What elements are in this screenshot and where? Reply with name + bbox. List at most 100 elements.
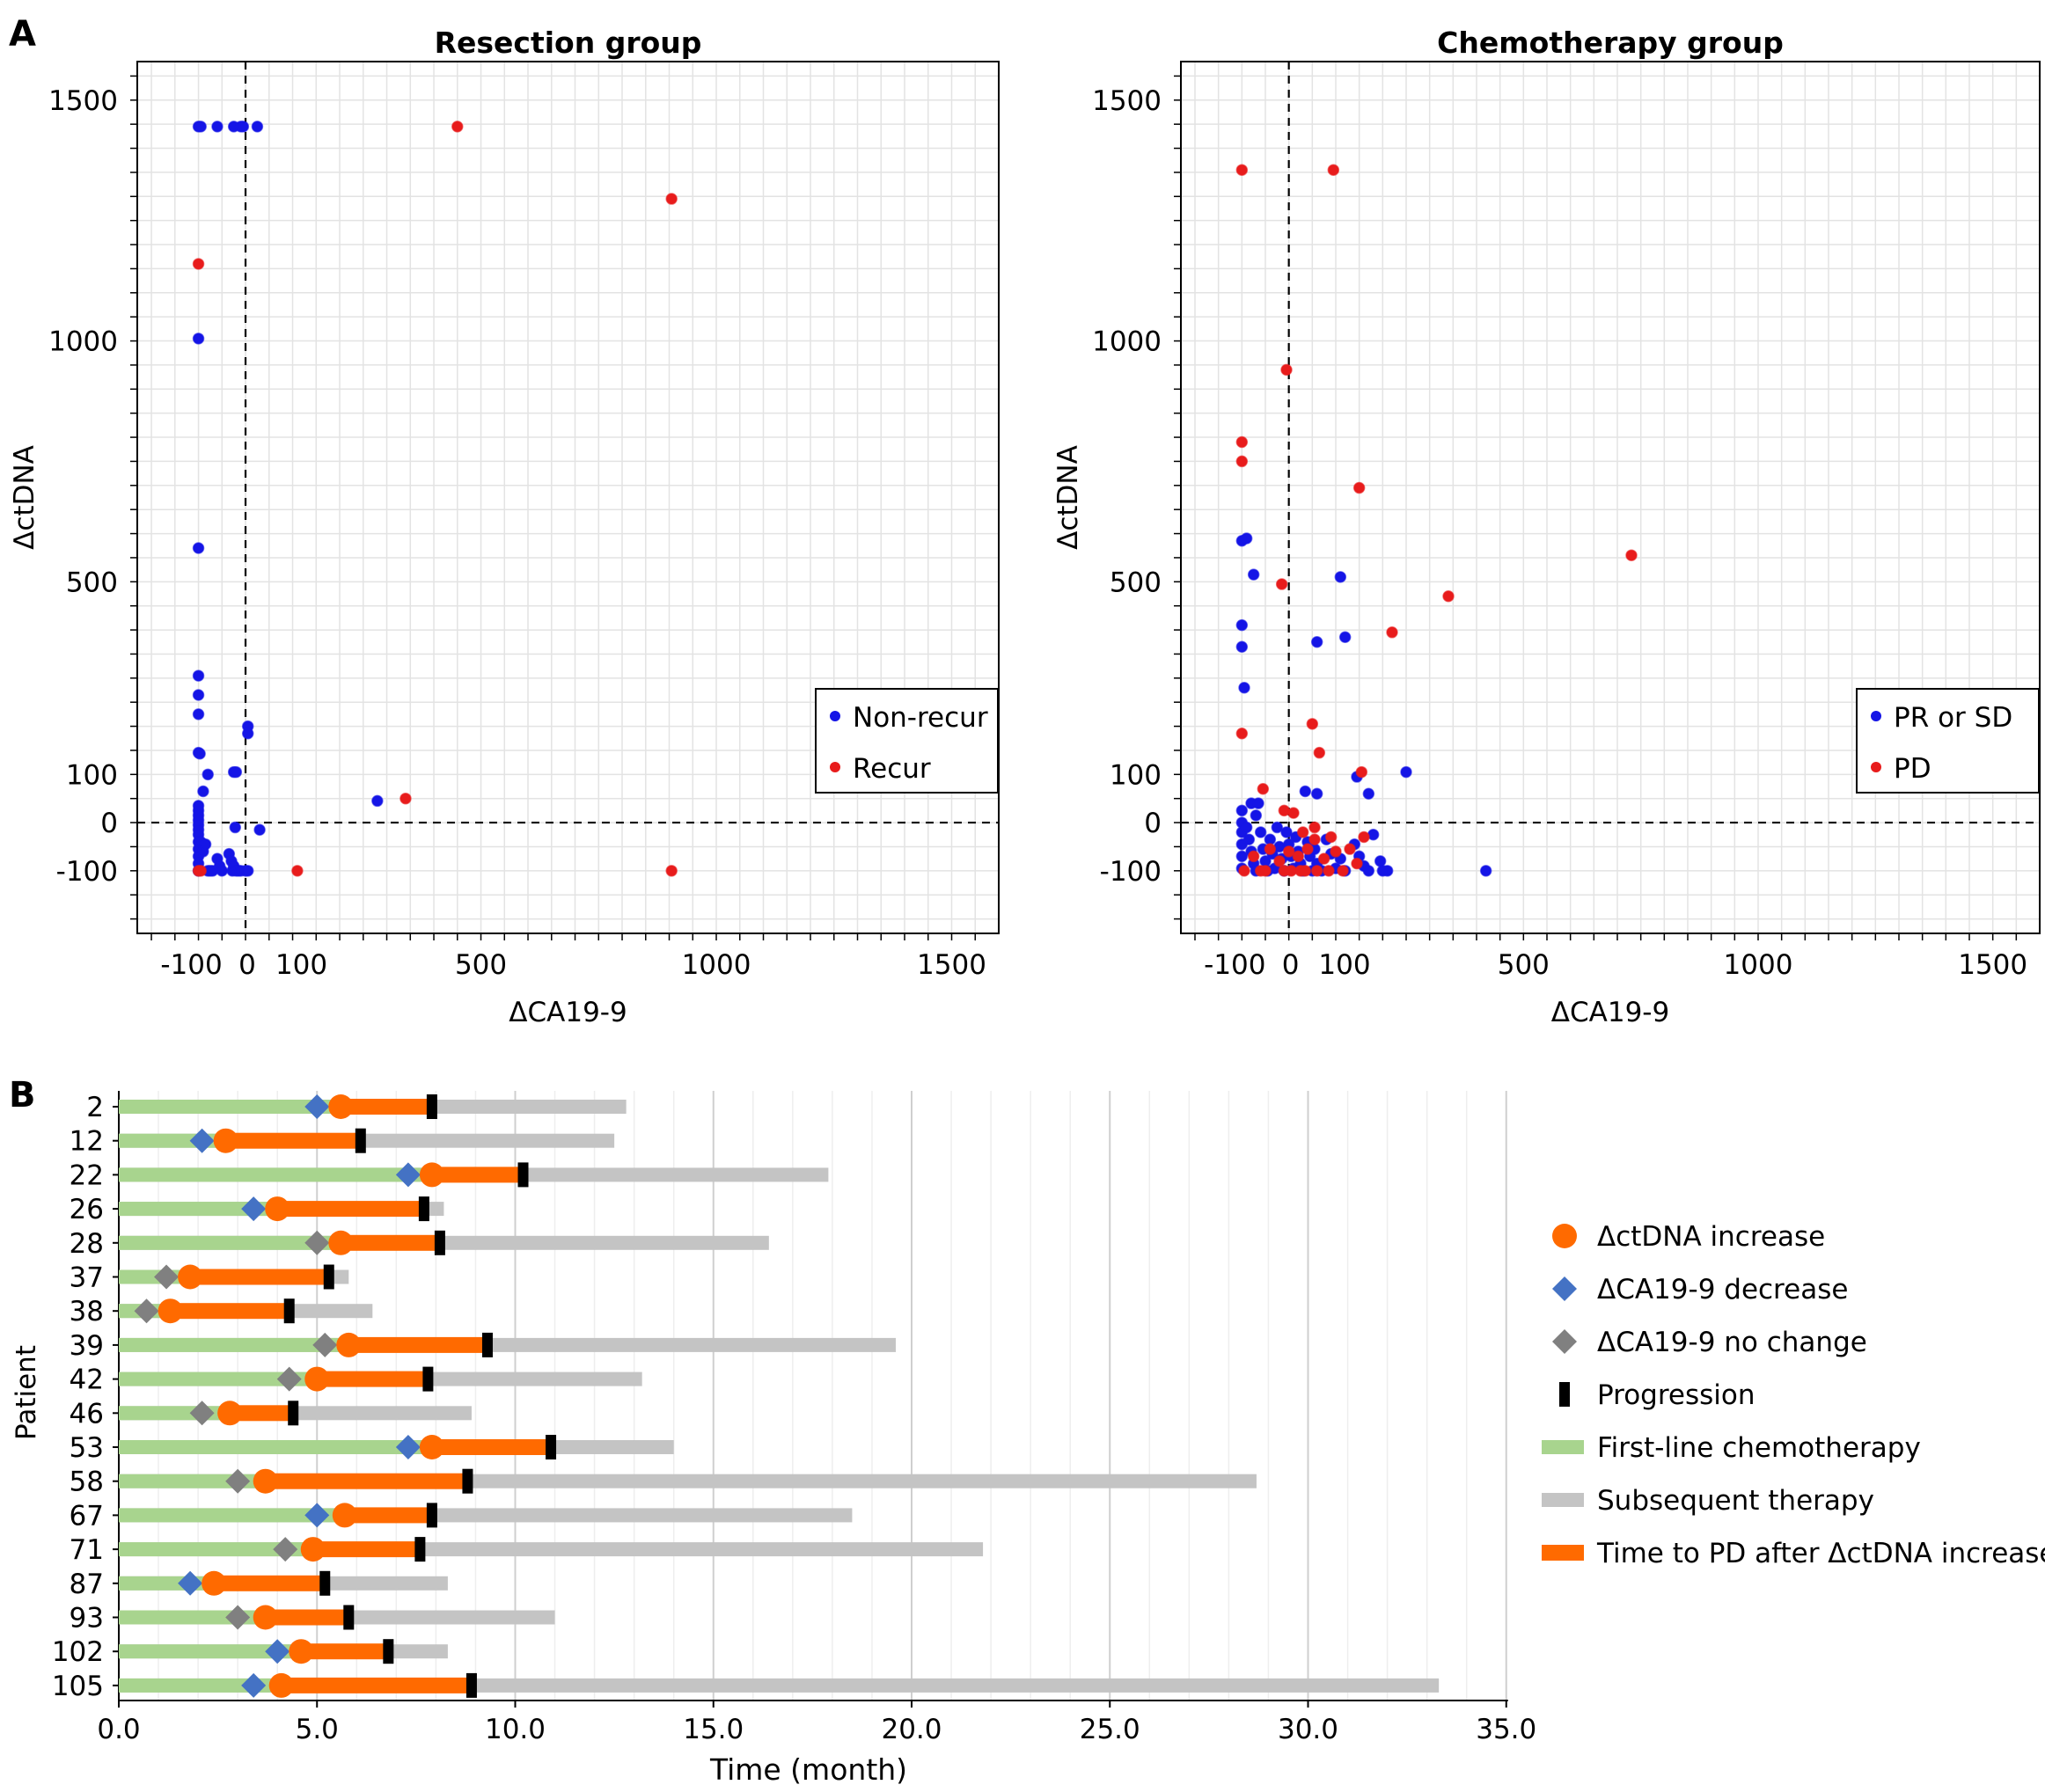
patient-label: 22	[70, 1159, 104, 1191]
x-tick-label: 20.0	[881, 1714, 942, 1745]
ctdna-increase-marker	[265, 1196, 290, 1222]
data-point-pd	[1280, 363, 1293, 377]
data-point-pd	[1355, 765, 1368, 779]
y-tick-label: 500	[66, 567, 118, 598]
patient-label: 39	[70, 1330, 104, 1362]
data-point-pd	[1330, 845, 1342, 858]
x-axis-label: ΔCA19-9	[509, 997, 627, 1028]
data-point-pd	[1247, 850, 1260, 863]
first-line-chemotherapy-bar	[119, 1337, 349, 1352]
progression-marker	[481, 1332, 493, 1357]
x-tick-label: 1500	[917, 949, 986, 981]
chart-title: Chemotherapy group	[1437, 26, 1784, 60]
plot-frame	[1180, 61, 2041, 934]
first-line-chemotherapy-bar	[119, 1678, 282, 1693]
y-tick-label: 100	[1110, 759, 1162, 791]
data-point-pd	[1310, 865, 1323, 877]
data-point-pr-or-sd	[1235, 804, 1249, 817]
data-point-pr-or-sd	[1242, 833, 1256, 845]
data-point-pr-or-sd	[1280, 826, 1293, 838]
y-tick-label: 500	[1110, 567, 1162, 598]
data-point-pr-or-sd	[1310, 636, 1323, 648]
data-point-non-recur	[229, 821, 242, 834]
first-line-chemotherapy-bar	[119, 1644, 302, 1659]
ctdna-increase-marker	[419, 1435, 444, 1459]
x-tick-label: 1500	[1958, 949, 2027, 981]
progression-marker	[426, 1094, 437, 1119]
patient-label: 102	[52, 1636, 104, 1668]
data-point-pd	[1292, 850, 1305, 863]
x-tick-label: -100	[1204, 949, 1265, 981]
time-to-pd-bar	[348, 1336, 487, 1353]
ca19-9-decrease-marker	[241, 1672, 267, 1698]
ca19-9-no-change-marker	[276, 1366, 302, 1392]
progression-marker	[343, 1605, 355, 1630]
ctdna-increase-marker	[304, 1366, 330, 1392]
data-point-pd	[1282, 845, 1295, 858]
data-point-non-recur	[192, 669, 205, 682]
ctdna-increase-marker	[328, 1094, 354, 1119]
legend-label: ΔctDNA increase	[1597, 1221, 1825, 1253]
legend-marker	[1871, 711, 1881, 721]
y-tick-label: -100	[1100, 856, 1162, 888]
data-point-recur	[192, 258, 205, 270]
y-tick-label: 1500	[48, 85, 118, 117]
ctdna-increase-marker	[268, 1672, 294, 1698]
data-point-pr-or-sd	[1374, 855, 1387, 867]
data-point-non-recur	[216, 865, 229, 877]
data-point-non-recur	[202, 768, 214, 781]
time-to-pd-bar	[431, 1167, 524, 1183]
x-tick-label: 0.0	[97, 1714, 140, 1745]
chemotherapy-scatter-plot: -100 0 100 500 1000 1500 -100 0 100 500 1000 1500 Ch…	[1052, 26, 2041, 1028]
y-axis-label: ΔctDNA	[9, 445, 40, 550]
legend-label: PR or SD	[1894, 702, 2012, 734]
progression-marker	[546, 1435, 557, 1459]
data-point-pd	[1296, 826, 1309, 838]
ctdna-increase-marker	[202, 1570, 227, 1596]
data-point-recur	[665, 193, 678, 205]
time-to-pd-bar	[341, 1099, 432, 1115]
data-point-pr-or-sd	[1299, 785, 1312, 798]
y-tick-label: 0	[100, 808, 118, 839]
legend-label: First-line chemotherapy	[1597, 1432, 1921, 1464]
legend-marker	[1552, 1329, 1577, 1354]
time-to-pd-bar	[265, 1609, 349, 1626]
data-point-non-recur	[197, 785, 209, 798]
time-to-pd-bar	[230, 1405, 294, 1422]
time-to-pd-bar	[214, 1575, 326, 1591]
data-point-pd	[1287, 807, 1300, 819]
ctdna-increase-marker	[336, 1332, 362, 1357]
ca19-9-no-change-marker	[189, 1401, 215, 1426]
data-point-pd	[1351, 857, 1363, 870]
time-to-pd-bar	[301, 1643, 389, 1660]
y-tick-label: 1000	[1092, 326, 1162, 358]
data-point-pd	[1308, 821, 1321, 834]
x-tick-label: 5.0	[296, 1714, 339, 1745]
first-line-chemotherapy-bar	[119, 1440, 432, 1454]
data-point-pd	[1337, 865, 1349, 877]
first-line-chemotherapy-bar	[119, 1542, 313, 1557]
legend-label: Subsequent therapy	[1597, 1485, 1874, 1517]
data-point-pd	[1344, 843, 1356, 855]
data-point-non-recur	[371, 794, 384, 808]
patient-label: 53	[70, 1432, 104, 1464]
x-tick-label: 1000	[682, 949, 751, 981]
data-point-pr-or-sd	[1334, 571, 1347, 583]
ca19-9-decrease-marker	[241, 1196, 267, 1222]
data-point-pd	[1313, 746, 1326, 759]
data-point-pr-or-sd	[1376, 865, 1389, 877]
ctdna-increase-marker	[253, 1605, 278, 1630]
data-point-pr-or-sd	[1479, 865, 1492, 877]
plot-frame	[136, 61, 1000, 934]
data-point-pr-or-sd	[1264, 833, 1277, 845]
ca19-9-decrease-marker	[395, 1435, 421, 1459]
data-point-non-recur	[230, 765, 243, 779]
swimmer-plot: 0.0 5.0 10.0 15.0 20.0 25.0 30.0 35.0 Time (mont…	[11, 1091, 2045, 1787]
data-point-non-recur	[192, 689, 205, 701]
ctdna-increase-marker	[289, 1639, 314, 1664]
data-point-non-recur	[199, 837, 212, 851]
ctdna-increase-marker	[158, 1298, 183, 1324]
x-tick-label: 35.0	[1476, 1714, 1536, 1745]
data-point-pd	[1323, 865, 1335, 877]
patient-label: 42	[70, 1364, 104, 1396]
